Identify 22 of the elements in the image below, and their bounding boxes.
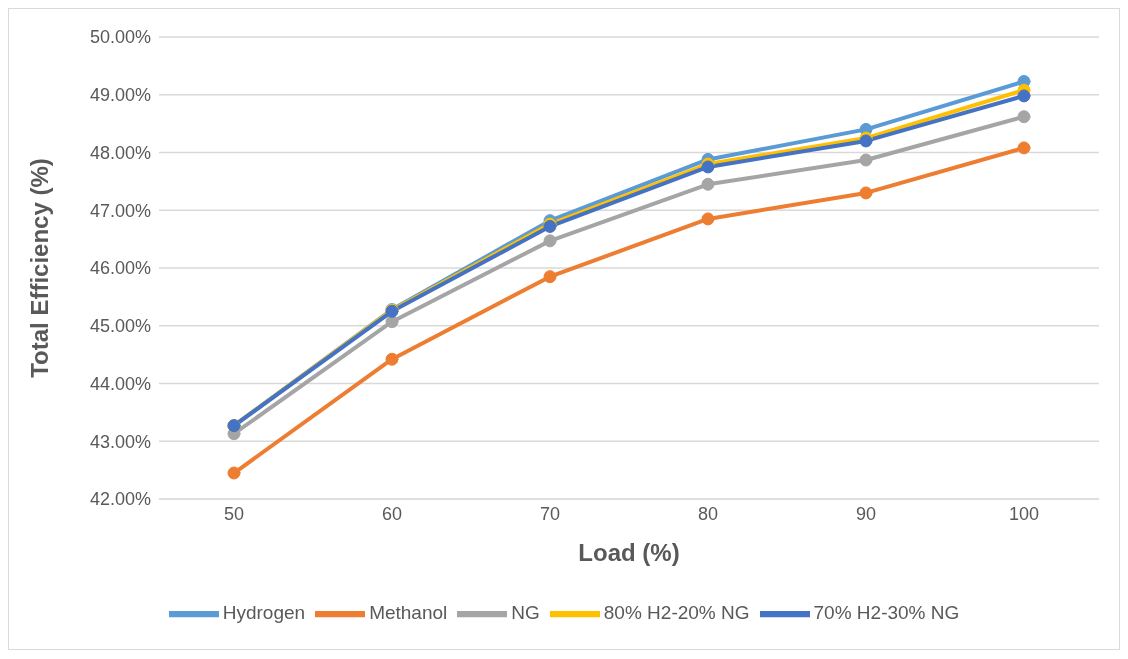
legend-label: 80% H2-20% NG: [603, 602, 750, 624]
x-tick-label: 100: [1008, 503, 1040, 524]
y-tick-label: 49.00%: [89, 85, 151, 106]
legend-label: 70% H2-30% NG: [813, 602, 960, 624]
y-tick-label: 44.00%: [89, 373, 151, 394]
y-tick-label: 43.00%: [89, 431, 151, 452]
legend-label: Methanol: [369, 602, 448, 624]
legend-label: Hydrogen: [222, 602, 306, 624]
y-axis-title: Total Efficiency (%): [25, 158, 53, 378]
y-tick-label: 46.00%: [89, 258, 151, 279]
y-tick-label: 42.00%: [89, 489, 151, 510]
x-tick-label: 50: [223, 503, 245, 524]
x-axis-title: Load (%): [578, 539, 680, 566]
y-tick-label: 48.00%: [89, 142, 151, 163]
y-tick-label: 47.00%: [89, 200, 151, 221]
x-tick-label: 90: [855, 503, 877, 524]
y-tick-label: 50.00%: [89, 27, 151, 48]
x-tick-label: 70: [539, 503, 561, 524]
x-tick-label: 60: [381, 503, 403, 524]
y-tick-label: 45.00%: [89, 316, 151, 337]
legend-label: NG: [511, 602, 540, 624]
x-tick-label: 80: [697, 503, 719, 524]
